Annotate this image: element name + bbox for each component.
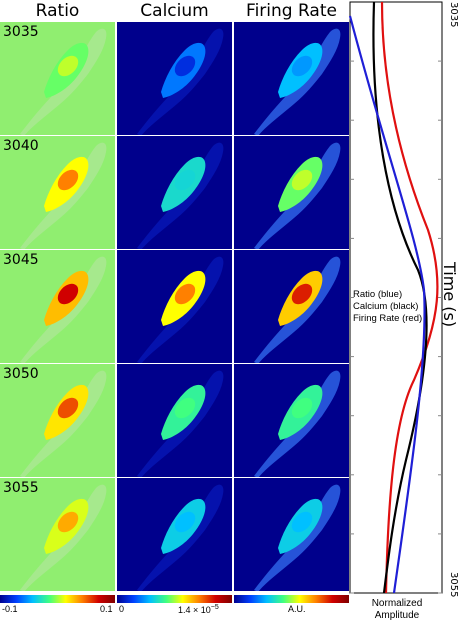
calcium-panel-5	[117, 478, 232, 591]
calcium-colorbar	[117, 595, 232, 603]
ratio-panel-1: 3035	[0, 22, 115, 135]
x-axis-title-line1: Normalized	[371, 598, 423, 609]
legend-ratio: Ratio (blue)	[353, 289, 403, 300]
time-label-3: 3045	[3, 252, 39, 268]
time-label-4: 3050	[3, 366, 39, 382]
time-label-5: 3055	[3, 480, 39, 496]
legend-calcium: Calcium (black)	[353, 301, 419, 312]
calcium-panel-4	[117, 364, 232, 477]
ratio-panel-4: 3050	[0, 364, 115, 477]
calcium-panel-2	[117, 136, 232, 249]
ratio-panel-3: 3045	[0, 250, 115, 363]
x-axis-title-line2: Amplitude	[374, 610, 420, 621]
firing-panel-2	[234, 136, 349, 249]
time-label-1: 3035	[3, 24, 39, 40]
firing-panel-3	[234, 250, 349, 363]
ratio-panel-5: 3055	[0, 478, 115, 591]
firing-rate-colorbar-label: A.U.	[288, 604, 306, 614]
plot-frame	[349, 1, 443, 594]
calcium-panel-3	[117, 250, 232, 363]
firing-panel-5	[234, 478, 349, 591]
ratio-colorbar	[0, 595, 115, 603]
x-axis-title: Normalized Amplitude	[352, 598, 442, 622]
calcium-panel-1	[117, 22, 232, 135]
calcium-line	[372, 1, 428, 594]
calcium-colorbar-max-base: 1.4 × 10	[178, 605, 211, 615]
ratio-colorbar-max: 0.1	[100, 604, 113, 614]
firing-rate-colorbar	[234, 595, 349, 603]
header-ratio: Ratio	[35, 1, 80, 21]
calcium-colorbar-min: 0	[119, 604, 125, 614]
calcium-colorbar-max: 1.4 × 10−5	[178, 604, 219, 615]
y-axis-bottom-label: 3055	[448, 572, 459, 598]
y-axis-title: Time (s)	[440, 262, 459, 328]
y-axis-top-label: 3035	[448, 2, 459, 28]
time-course-plot	[348, 1, 443, 594]
plot-ticks	[350, 60, 442, 594]
calcium-colorbar-exponent: −5	[210, 604, 219, 611]
firing-panel-4	[234, 364, 349, 477]
header-firing-rate: Firing Rate	[246, 1, 337, 21]
firing-panel-1	[234, 22, 349, 135]
header-calcium: Calcium	[140, 1, 209, 21]
firing-rate-line	[380, 1, 439, 594]
ratio-panel-2: 3040	[0, 136, 115, 249]
time-label-2: 3040	[3, 138, 39, 154]
ratio-colorbar-min: -0.1	[2, 604, 18, 614]
ratio-line	[348, 15, 426, 594]
legend-firing-rate: Firing Rate (red)	[353, 313, 423, 324]
